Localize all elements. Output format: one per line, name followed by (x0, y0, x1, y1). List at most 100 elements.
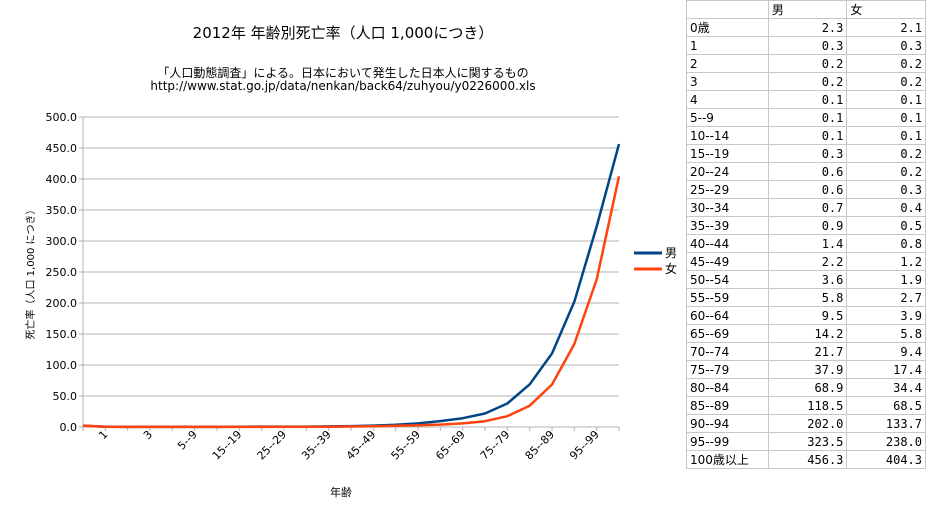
table-row: 3 0.2 0.2 (686, 72, 926, 91)
table-cell[interactable]: 0.3 (767, 36, 848, 55)
x-tick-label: 85--89 (523, 428, 558, 463)
table-cell[interactable]: 238.0 (846, 432, 926, 451)
table-cell[interactable]: 323.5 (767, 432, 848, 451)
table-cell[interactable]: 0.2 (846, 54, 926, 73)
table-cell[interactable]: 1 (686, 36, 769, 55)
table-cell[interactable]: 3.6 (767, 270, 848, 289)
table-cell[interactable]: 0.1 (846, 126, 926, 145)
table-cell[interactable]: 68.5 (846, 396, 926, 415)
table-cell[interactable]: 45--49 (686, 252, 769, 271)
table-row: 70--74 21.7 9.4 (686, 342, 926, 361)
table-cell[interactable]: 5--9 (686, 108, 769, 127)
table-cell[interactable]: 1.2 (846, 252, 926, 271)
table-cell[interactable]: 456.3 (767, 450, 848, 469)
table-cell[interactable]: 80--84 (686, 378, 769, 397)
table-row: 80--84 68.9 34.4 (686, 378, 926, 397)
table-cell[interactable]: 37.9 (767, 360, 848, 379)
table-header-cell[interactable]: 男 (767, 0, 848, 19)
table-cell[interactable]: 100歳以上 (686, 450, 769, 469)
table-cell[interactable]: 0.1 (767, 126, 848, 145)
table-cell[interactable]: 2 (686, 54, 769, 73)
table-cell[interactable]: 1.4 (767, 234, 848, 253)
table-row: 4 0.1 0.1 (686, 90, 926, 109)
table-cell[interactable]: 17.4 (846, 360, 926, 379)
x-tick-label: 55--59 (389, 428, 424, 463)
table-cell[interactable]: 0.4 (846, 198, 926, 217)
table-row: 60--64 9.5 3.9 (686, 306, 926, 325)
table-cell[interactable]: 0.1 (846, 90, 926, 109)
table-header-row: 男女 (686, 0, 926, 19)
table-cell[interactable]: 20--24 (686, 162, 769, 181)
table-cell[interactable]: 40--44 (686, 234, 769, 253)
table-header-cell[interactable]: 女 (846, 0, 926, 19)
table-cell[interactable]: 0.1 (846, 108, 926, 127)
table-cell[interactable]: 133.7 (846, 414, 926, 433)
table-cell[interactable]: 50--54 (686, 270, 769, 289)
table-cell[interactable]: 4 (686, 90, 769, 109)
table-row: 1 0.3 0.3 (686, 36, 926, 55)
table-cell[interactable]: 202.0 (767, 414, 848, 433)
data-table[interactable]: 男女 0歳 2.3 2.1 1 0.3 0.3 2 0.2 0.2 3 0.2 0.2 4 0.1 0.1 5… (686, 0, 926, 469)
table-cell[interactable]: 0.2 (767, 72, 848, 91)
table-cell[interactable]: 55--59 (686, 288, 769, 307)
table-cell[interactable]: 404.3 (846, 450, 926, 469)
table-cell[interactable]: 10--14 (686, 126, 769, 145)
table-cell[interactable]: 15--19 (686, 144, 769, 163)
table-cell[interactable]: 0.3 (767, 144, 848, 163)
table-cell[interactable]: 0.9 (767, 216, 848, 235)
table-cell[interactable]: 0.1 (767, 90, 848, 109)
x-tick-label: 45--49 (344, 428, 379, 463)
table-row: 65--69 14.2 5.8 (686, 324, 926, 343)
table-cell[interactable]: 0.7 (767, 198, 848, 217)
x-tick-label: 95--99 (567, 428, 602, 463)
table-cell[interactable]: 14.2 (767, 324, 848, 343)
table-cell[interactable]: 21.7 (767, 342, 848, 361)
table-cell[interactable]: 0.8 (846, 234, 926, 253)
x-tick-label: 1 (96, 428, 110, 442)
table-cell[interactable]: 35--39 (686, 216, 769, 235)
table-cell[interactable]: 5.8 (846, 324, 926, 343)
table-header-cell[interactable] (686, 0, 769, 19)
table-cell[interactable]: 2.3 (767, 18, 848, 37)
y-tick-label: 150.0 (46, 328, 78, 341)
table-cell[interactable]: 0.1 (767, 108, 848, 127)
table-cell[interactable]: 0.2 (846, 162, 926, 181)
table-cell[interactable]: 0.2 (846, 144, 926, 163)
table-cell[interactable]: 0.6 (767, 180, 848, 199)
table-cell[interactable]: 2.7 (846, 288, 926, 307)
y-tick-label: 500.0 (46, 111, 78, 124)
table-cell[interactable]: 3 (686, 72, 769, 91)
table-cell[interactable]: 0.2 (846, 72, 926, 91)
table-cell[interactable]: 0.2 (767, 54, 848, 73)
y-tick-label: 50.0 (53, 390, 78, 403)
table-cell[interactable]: 118.5 (767, 396, 848, 415)
table-cell[interactable]: 95--99 (686, 432, 769, 451)
table-cell[interactable]: 0.3 (846, 180, 926, 199)
table-cell[interactable]: 5.8 (767, 288, 848, 307)
chart-area[interactable]: 2012年 年齢別死亡率（人口 1,000につき） 「人口動態調査」による。日本… (0, 0, 686, 523)
table-cell[interactable]: 65--69 (686, 324, 769, 343)
table-cell[interactable]: 2.2 (767, 252, 848, 271)
table-cell[interactable]: 68.9 (767, 378, 848, 397)
table-row: 0歳 2.3 2.1 (686, 18, 926, 37)
table-cell[interactable]: 75--79 (686, 360, 769, 379)
table-cell[interactable]: 1.9 (846, 270, 926, 289)
table-cell[interactable]: 9.5 (767, 306, 848, 325)
table-cell[interactable]: 9.4 (846, 342, 926, 361)
table-cell[interactable]: 0.5 (846, 216, 926, 235)
table-cell[interactable]: 2.1 (846, 18, 926, 37)
table-cell[interactable]: 34.4 (846, 378, 926, 397)
table-cell[interactable]: 70--74 (686, 342, 769, 361)
table-cell[interactable]: 85--89 (686, 396, 769, 415)
table-cell[interactable]: 0.6 (767, 162, 848, 181)
table-cell[interactable]: 25--29 (686, 180, 769, 199)
table-cell[interactable]: 3.9 (846, 306, 926, 325)
table-cell[interactable]: 0.3 (846, 36, 926, 55)
chart-subtitle-source: 「人口動態調査」による。日本において発生した日本人に関するもの (157, 66, 529, 80)
x-tick-label: 15--19 (210, 428, 245, 463)
x-tick-label: 65--69 (433, 428, 468, 463)
table-cell[interactable]: 30--34 (686, 198, 769, 217)
table-cell[interactable]: 0歳 (686, 18, 769, 37)
table-cell[interactable]: 60--64 (686, 306, 769, 325)
table-cell[interactable]: 90--94 (686, 414, 769, 433)
